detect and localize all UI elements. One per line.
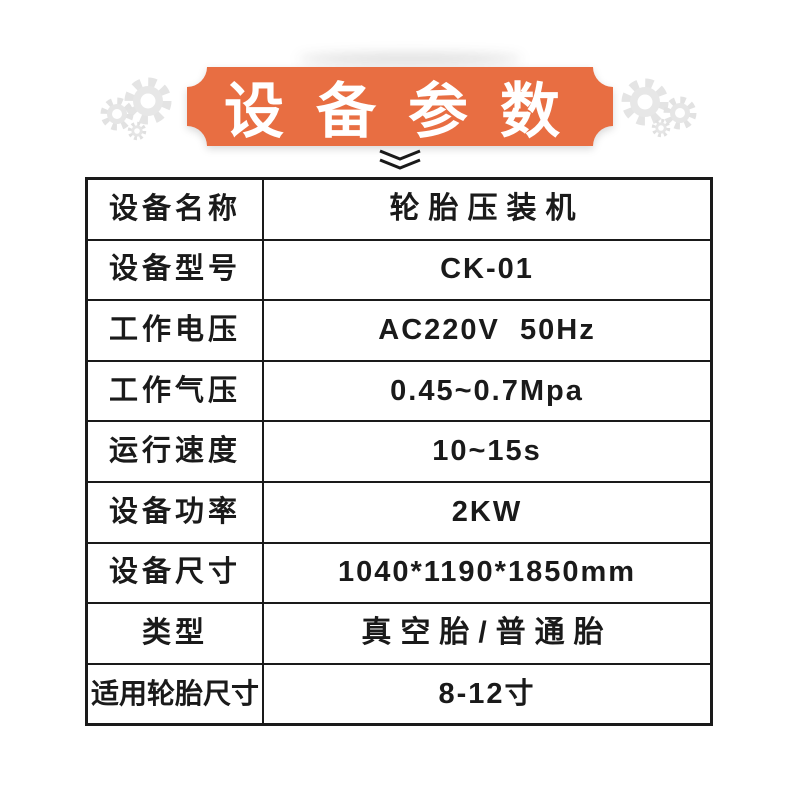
right-gears-icon xyxy=(603,78,703,153)
spec-label: 工作电压 xyxy=(85,299,264,362)
table-row: 工作气压 0.45~0.7Mpa xyxy=(85,359,713,423)
spec-value: 轮胎压装机 xyxy=(262,177,713,241)
spec-value: AC220V 50Hz xyxy=(262,299,713,362)
table-row: 设备型号 CK-01 xyxy=(85,238,713,302)
banner-top-shadow xyxy=(298,54,522,64)
spec-label: 设备尺寸 xyxy=(85,541,264,605)
spec-value: 1040*1190*1850mm xyxy=(262,541,713,605)
spec-label: 设备型号 xyxy=(85,238,264,302)
banner-ribbon-shape xyxy=(187,67,613,146)
table-row: 设备尺寸 1040*1190*1850mm xyxy=(85,541,713,605)
spec-table: 设备名称 轮胎压装机 设备型号 CK-01 工作电压 AC220V 50Hz 工… xyxy=(85,177,713,727)
spec-label: 运行速度 xyxy=(85,420,264,483)
spec-label: 设备功率 xyxy=(85,480,264,544)
double-chevron-down-icon xyxy=(377,148,423,179)
spec-value: 真空胎/普通胎 xyxy=(262,602,713,665)
table-row: 运行速度 10~15s xyxy=(85,420,713,483)
gear-icon-small xyxy=(651,118,671,138)
left-gears-icon xyxy=(95,76,190,151)
section-title-banner: 设备参数 xyxy=(187,67,613,146)
table-row: 设备功率 2KW xyxy=(85,480,713,544)
spec-label: 类型 xyxy=(85,602,264,665)
spec-value: 8-12寸 xyxy=(262,662,713,726)
table-row: 适用轮胎尺寸 8-12寸 xyxy=(85,662,713,726)
spec-value: CK-01 xyxy=(262,238,713,302)
spec-value: 2KW xyxy=(262,480,713,544)
gear-icon-large xyxy=(124,77,172,125)
table-row: 设备名称 轮胎压装机 xyxy=(85,177,713,241)
gear-icon-medium xyxy=(100,97,134,131)
spec-label: 设备名称 xyxy=(85,177,264,241)
table-row: 类型 真空胎/普通胎 xyxy=(85,602,713,665)
spec-label: 工作气压 xyxy=(85,359,264,423)
gear-icon-small xyxy=(127,121,147,141)
table-row: 工作电压 AC220V 50Hz xyxy=(85,299,713,362)
spec-value: 0.45~0.7Mpa xyxy=(262,359,713,423)
page-title: 设备参数 xyxy=(224,78,592,145)
spec-label: 适用轮胎尺寸 xyxy=(85,662,264,726)
gear-icon-medium xyxy=(663,96,697,130)
gear-icon-large xyxy=(621,78,669,126)
spec-value: 10~15s xyxy=(262,420,713,483)
